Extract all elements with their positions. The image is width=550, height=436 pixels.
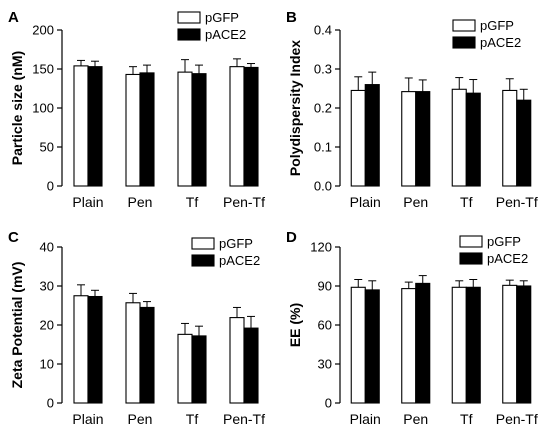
bar-pgfp	[401, 288, 417, 404]
bar-pace2	[87, 66, 103, 187]
y-tick-label: 0	[47, 396, 54, 411]
category-label: Tf	[186, 194, 199, 210]
y-tick-label: 0.3	[314, 62, 332, 77]
legend-entry: pACE2	[219, 253, 260, 268]
y-tick-label: 120	[310, 240, 332, 255]
panel-d: D 0 30 60 90 120 EE (%) Plain Pen Tf Pen-Tf pGFP pAC…	[286, 229, 538, 427]
legend-swatch	[459, 252, 483, 265]
panel-b: B 0.0 0.1 0.2 0.3 0.4 Polydispersity Index Plai…	[286, 9, 538, 210]
y-tick-label: 50	[40, 140, 54, 155]
bar-pace2	[516, 99, 532, 187]
y-tick-label: 150	[32, 62, 54, 77]
category-label: Pen	[128, 411, 153, 427]
y-axis-label: Particle size (nM)	[9, 51, 25, 165]
bar-pace2	[465, 92, 481, 187]
y-axis-label: EE (%)	[287, 303, 303, 347]
bar-pace2	[465, 286, 481, 404]
category-label: Tf	[460, 194, 473, 210]
panel-c: C 0 10 20 30 40 Zeta Potential (mV) Plain Pen Tf P…	[8, 229, 265, 427]
bar-pace2	[139, 306, 155, 404]
bar-pace2	[243, 327, 259, 404]
legend-entry: pGFP	[480, 18, 514, 33]
bar-pgfp	[177, 71, 193, 187]
bar-pace2	[364, 84, 380, 187]
y-tick-label: 100	[32, 101, 54, 116]
bar-pgfp	[451, 286, 467, 404]
y-tick-label: 10	[40, 357, 54, 372]
y-tick-label: 0.2	[314, 101, 332, 116]
bar-pgfp	[177, 333, 193, 404]
bar-pgfp	[73, 65, 89, 187]
panel-letter: A	[8, 9, 19, 26]
panel-a: A 0 50 100 150 200 Particle size (nM) Plain Pen T…	[8, 9, 265, 210]
bar-pace2	[191, 73, 207, 187]
legend-swatch	[452, 36, 476, 49]
legend-entry: pACE2	[480, 35, 521, 50]
category-label: Pen-Tf	[496, 411, 538, 427]
category-label: Plain	[350, 411, 381, 427]
bar-pace2	[139, 72, 155, 187]
bar-pgfp	[125, 302, 141, 404]
y-tick-label: 0.1	[314, 140, 332, 155]
bar-pgfp	[125, 73, 141, 187]
legend-swatch	[452, 19, 476, 32]
y-axis-label: Polydispersity Index	[287, 40, 303, 176]
y-tick-label: 0	[47, 179, 54, 194]
panel-letter: D	[286, 229, 297, 246]
y-tick-label: 0	[325, 396, 332, 411]
legend-entry: pGFP	[219, 236, 253, 251]
panel-letter: B	[286, 9, 297, 26]
legend-swatch	[191, 254, 215, 267]
category-label: Plain	[72, 411, 103, 427]
category-label: Tf	[186, 411, 199, 427]
bar-pace2	[191, 335, 207, 404]
category-label: Plain	[350, 194, 381, 210]
legend-swatch	[459, 235, 483, 248]
y-tick-label: 90	[318, 279, 332, 294]
bar-pgfp	[229, 317, 245, 404]
bar-pgfp	[401, 91, 417, 187]
bar-pace2	[415, 282, 431, 404]
y-tick-label: 30	[318, 357, 332, 372]
bar-pgfp	[229, 66, 245, 187]
legend-swatch	[191, 237, 215, 250]
category-label: Plain	[72, 194, 103, 210]
bar-pace2	[243, 66, 259, 187]
legend-entry: pACE2	[205, 27, 246, 42]
bar-pace2	[87, 295, 103, 404]
category-label: Pen	[403, 411, 428, 427]
legend-swatch	[177, 11, 201, 24]
bar-pgfp	[502, 284, 518, 404]
bar-pgfp	[350, 89, 366, 187]
y-tick-label: 0.0	[314, 179, 332, 194]
category-label: Pen-Tf	[496, 194, 538, 210]
legend-entry: pGFP	[487, 234, 521, 249]
bar-pace2	[516, 285, 532, 404]
y-axis-label: Zeta Potential (mV)	[9, 262, 25, 389]
y-tick-label: 20	[40, 318, 54, 333]
bar-pgfp	[73, 295, 89, 404]
bar-pgfp	[451, 88, 467, 187]
panel-letter: C	[8, 229, 19, 246]
legend-entry: pACE2	[487, 251, 528, 266]
legend-entry: pGFP	[205, 10, 239, 25]
y-tick-label: 60	[318, 318, 332, 333]
bar-pgfp	[350, 286, 366, 404]
y-tick-label: 40	[40, 240, 54, 255]
bar-pgfp	[502, 89, 518, 187]
category-label: Pen	[403, 194, 428, 210]
category-label: Pen	[128, 194, 153, 210]
y-tick-label: 30	[40, 279, 54, 294]
category-label: Pen-Tf	[223, 411, 265, 427]
y-tick-label: 200	[32, 23, 54, 38]
bar-pace2	[364, 289, 380, 404]
category-label: Tf	[460, 411, 473, 427]
legend-swatch	[177, 28, 201, 41]
category-label: Pen-Tf	[223, 194, 265, 210]
y-tick-label: 0.4	[314, 23, 332, 38]
bar-pace2	[415, 91, 431, 187]
